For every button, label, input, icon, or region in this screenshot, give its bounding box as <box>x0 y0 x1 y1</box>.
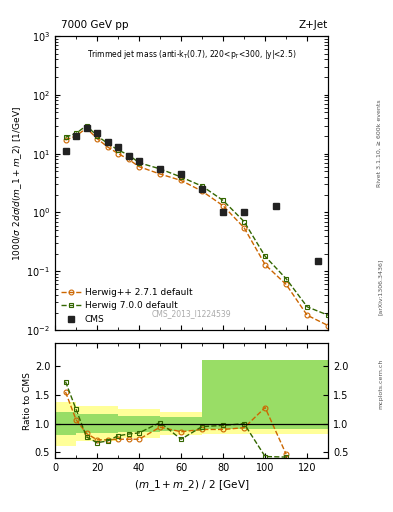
Herwig 7.0.0 default <box>158 166 162 172</box>
Herwig 7.0.0 default <box>105 140 110 146</box>
Herwig++ 2.7.1 default <box>242 225 246 231</box>
CMS <box>116 144 120 150</box>
CMS <box>105 139 110 145</box>
Bar <box>244 360 328 430</box>
Line: Herwig 7.0.0 default: Herwig 7.0.0 default <box>63 123 331 317</box>
Bar <box>118 409 160 438</box>
Bar <box>118 416 160 432</box>
Herwig 7.0.0 default <box>84 122 89 129</box>
Herwig 7.0.0 default <box>200 183 204 189</box>
Bar <box>202 360 244 430</box>
Bar <box>76 407 118 441</box>
Line: Herwig++ 2.7.1 default: Herwig++ 2.7.1 default <box>63 126 331 328</box>
Text: CMS_2013_I1224539: CMS_2013_I1224539 <box>152 309 231 318</box>
Text: Rivet 3.1.10, ≥ 600k events: Rivet 3.1.10, ≥ 600k events <box>377 99 382 187</box>
Herwig 7.0.0 default <box>95 133 99 139</box>
Herwig++ 2.7.1 default <box>73 133 78 139</box>
CMS <box>200 186 204 192</box>
CMS <box>221 209 226 216</box>
Herwig 7.0.0 default <box>326 312 331 318</box>
Line: CMS: CMS <box>62 125 321 264</box>
Herwig 7.0.0 default <box>137 160 141 166</box>
CMS <box>126 153 131 159</box>
Herwig++ 2.7.1 default <box>95 136 99 142</box>
Herwig++ 2.7.1 default <box>221 203 226 209</box>
CMS <box>158 166 162 172</box>
Legend: Herwig++ 2.7.1 default, Herwig 7.0.0 default, CMS: Herwig++ 2.7.1 default, Herwig 7.0.0 def… <box>59 286 194 326</box>
Bar <box>160 417 202 431</box>
Herwig++ 2.7.1 default <box>105 144 110 150</box>
Y-axis label: Ratio to CMS: Ratio to CMS <box>23 372 32 430</box>
Herwig++ 2.7.1 default <box>179 177 184 183</box>
Herwig 7.0.0 default <box>179 174 184 180</box>
Herwig 7.0.0 default <box>284 275 288 282</box>
Herwig 7.0.0 default <box>221 198 226 204</box>
CMS <box>84 125 89 131</box>
Herwig 7.0.0 default <box>126 152 131 158</box>
Herwig 7.0.0 default <box>116 147 120 153</box>
Y-axis label: $1000/\sigma\ 2d\sigma/d(m\_1 + m\_2)\ [1/\mathrm{GeV}]$: $1000/\sigma\ 2d\sigma/d(m\_1 + m\_2)\ [… <box>11 105 24 261</box>
CMS <box>273 203 278 209</box>
Herwig++ 2.7.1 default <box>63 137 68 143</box>
Herwig++ 2.7.1 default <box>84 125 89 131</box>
CMS <box>315 258 320 264</box>
X-axis label: $(m\_1 + m\_2)\ /\ 2\ [\mathrm{GeV}]$: $(m\_1 + m\_2)\ /\ 2\ [\mathrm{GeV}]$ <box>134 479 250 494</box>
Herwig 7.0.0 default <box>263 253 268 260</box>
Text: [arXiv:1306.3436]: [arXiv:1306.3436] <box>378 259 383 315</box>
Herwig 7.0.0 default <box>73 131 78 137</box>
Herwig++ 2.7.1 default <box>284 282 288 288</box>
CMS <box>137 158 141 164</box>
Herwig++ 2.7.1 default <box>305 312 310 318</box>
Herwig++ 2.7.1 default <box>263 262 268 268</box>
Herwig++ 2.7.1 default <box>137 164 141 170</box>
Herwig++ 2.7.1 default <box>326 323 331 329</box>
CMS <box>179 171 184 177</box>
Bar <box>160 412 202 435</box>
Herwig 7.0.0 default <box>242 219 246 225</box>
Text: Z+Jet: Z+Jet <box>299 20 328 30</box>
CMS <box>73 133 78 139</box>
Herwig++ 2.7.1 default <box>116 151 120 157</box>
Text: Trimmed jet mass (anti-k$_\mathrm{T}$(0.7), 220<p$_\mathrm{T}$<300, |y|<2.5): Trimmed jet mass (anti-k$_\mathrm{T}$(0.… <box>87 48 296 60</box>
CMS <box>242 209 246 216</box>
Bar <box>202 360 244 434</box>
CMS <box>63 148 68 154</box>
Herwig 7.0.0 default <box>63 134 68 140</box>
Herwig++ 2.7.1 default <box>200 188 204 194</box>
Herwig 7.0.0 default <box>305 304 310 310</box>
Bar <box>76 414 118 434</box>
Bar <box>244 360 328 434</box>
Text: mcplots.cern.ch: mcplots.cern.ch <box>378 359 383 409</box>
Text: 7000 GeV pp: 7000 GeV pp <box>61 20 129 30</box>
Bar <box>55 402 76 445</box>
CMS <box>95 131 99 137</box>
Herwig++ 2.7.1 default <box>126 156 131 162</box>
Bar <box>55 412 76 435</box>
Herwig++ 2.7.1 default <box>158 171 162 177</box>
